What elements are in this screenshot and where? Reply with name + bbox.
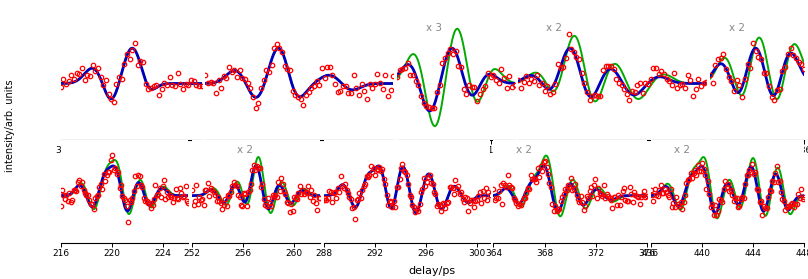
Text: x 2: x 2 bbox=[729, 23, 745, 33]
Text: intensity/arb. units: intensity/arb. units bbox=[5, 79, 15, 172]
Text: x 2: x 2 bbox=[546, 23, 562, 33]
Text: delay/ps: delay/ps bbox=[409, 266, 456, 276]
Text: x 2: x 2 bbox=[674, 145, 689, 155]
Text: x 2: x 2 bbox=[516, 145, 532, 155]
Text: x 3: x 3 bbox=[427, 23, 443, 33]
Text: x 2: x 2 bbox=[237, 145, 253, 155]
